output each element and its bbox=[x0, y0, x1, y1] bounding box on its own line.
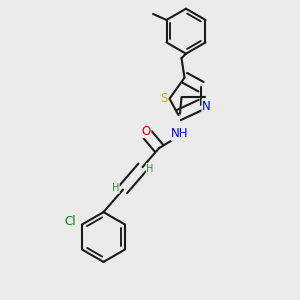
Text: H: H bbox=[112, 183, 119, 193]
Text: S: S bbox=[160, 92, 168, 105]
Text: H: H bbox=[146, 164, 154, 174]
Text: NH: NH bbox=[171, 127, 189, 140]
Text: N: N bbox=[202, 100, 211, 113]
Text: O: O bbox=[142, 124, 151, 138]
Text: Cl: Cl bbox=[64, 215, 76, 228]
